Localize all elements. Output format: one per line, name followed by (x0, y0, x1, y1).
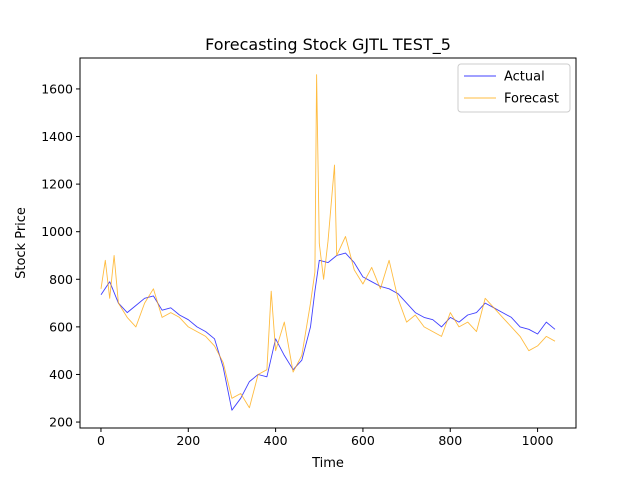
x-tick-label: 400 (264, 433, 288, 448)
x-tick-label: 800 (438, 433, 462, 448)
series-line-actual (100, 252, 556, 411)
y-tick-label: 600 (49, 319, 73, 334)
y-tick-label: 200 (49, 415, 73, 430)
y-tick-label: 1200 (41, 177, 73, 192)
x-tick-label: 200 (176, 433, 200, 448)
y-tick-label: 400 (49, 367, 73, 382)
x-tick-label: 1000 (522, 433, 554, 448)
legend: Actual Forecast (457, 63, 571, 113)
y-axis-title: Stock Price (14, 207, 29, 279)
legend-label-forecast: Forecast (504, 92, 559, 107)
y-tick-label: 1600 (41, 81, 73, 96)
x-tick-label: 0 (97, 433, 105, 448)
chart-title: Forecasting Stock GJTL TEST_5 (205, 35, 451, 55)
legend-label-actual: Actual (504, 70, 545, 85)
y-tick-label: 1000 (41, 224, 73, 239)
x-tick-label: 600 (351, 433, 375, 448)
x-axis: 0 200 400 600 800 1000 (97, 428, 554, 448)
y-tick-label: 1400 (41, 129, 73, 144)
y-axis: 200 400 600 800 1000 1200 1400 1600 (41, 81, 80, 430)
x-axis-title: Time (311, 456, 344, 471)
series-line-forecast (100, 74, 556, 409)
y-tick-label: 800 (49, 272, 73, 287)
plot-area-frame (79, 57, 577, 429)
series-layer (100, 74, 556, 411)
